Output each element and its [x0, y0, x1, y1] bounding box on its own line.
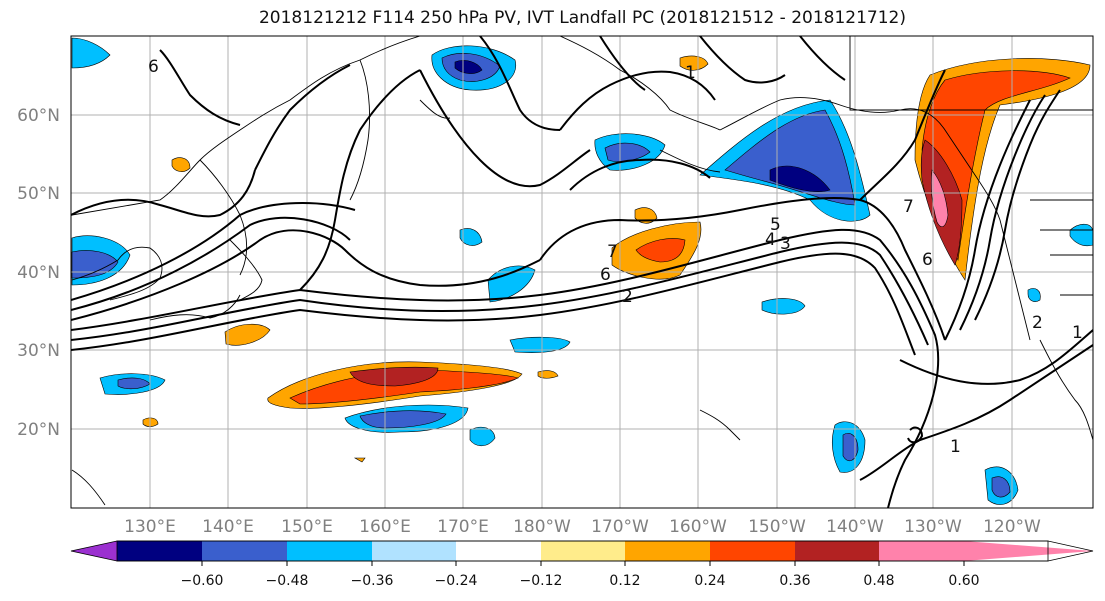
pv-contours [71, 36, 1093, 508]
lat-label: 20°N [17, 420, 60, 440]
map-border [70, 35, 1094, 509]
colorbar-tick-label: 0.36 [779, 573, 810, 589]
colorbar-segment [541, 541, 625, 561]
colorbar-segment [625, 541, 710, 561]
colorbar-segment [202, 541, 287, 561]
lon-label: 160°E [359, 517, 411, 537]
contour-label: 3 [780, 234, 791, 254]
longitude-labels: 130°E 140°E 150°E 160°E 170°E 180°W 170°… [124, 517, 1041, 537]
lon-label: 170°W [591, 517, 649, 537]
contour-label: 7 [607, 242, 618, 262]
lon-label: 160°W [669, 517, 727, 537]
colorbar-segment [795, 541, 879, 561]
contour-label: 6 [600, 265, 611, 285]
colorbar-tick-label: −0.48 [266, 573, 309, 589]
lon-label: 130°E [124, 517, 176, 537]
lon-label: 170°E [437, 517, 489, 537]
lon-label: 120°W [983, 517, 1041, 537]
colorbar-segment [964, 541, 1093, 561]
colorbar-tick-label: −0.36 [351, 573, 394, 589]
colorbar-segment [372, 541, 456, 561]
colorbar-tick-label: 0.24 [694, 573, 725, 589]
contour-label: 5 [770, 215, 781, 235]
contour-label: 6 [922, 250, 933, 270]
lat-label: 30°N [17, 341, 60, 361]
colorbar-tick-label: 0.12 [609, 573, 640, 589]
lon-label: 150°W [748, 517, 806, 537]
colorbar: −0.60 −0.48 −0.36 −0.24 −0.12 0.12 0.24 … [70, 540, 1094, 589]
colorbar-tick-label: −0.12 [520, 573, 563, 589]
colorbar-tick-label: −0.24 [435, 573, 478, 589]
contour-label: 2 [622, 287, 633, 307]
anomaly-shading [71, 37, 1093, 505]
lon-label: 140°E [202, 517, 254, 537]
coastlines [71, 36, 1093, 506]
map-title: 2018121212 F114 250 hPa PV, IVT Landfall… [258, 8, 906, 28]
contour-label: 1 [1072, 323, 1083, 343]
lon-label: 150°E [281, 517, 333, 537]
colorbar-segment [117, 541, 202, 561]
colorbar-segment [456, 541, 541, 561]
lon-label: 180°W [513, 517, 571, 537]
colorbar-segment [710, 541, 795, 561]
contour-label: 1 [950, 437, 961, 457]
contour-labels: 6 1 7 5 4 3 6 2 7 6 1 2 1 [148, 57, 1083, 457]
lat-label: 40°N [17, 263, 60, 283]
contour-label: 4 [765, 230, 776, 250]
colorbar-segment [71, 541, 117, 561]
colorbar-segment [287, 541, 372, 561]
colorbar-tick-label: 0.48 [863, 573, 894, 589]
colorbar-tick-label: 0.60 [948, 573, 979, 589]
lon-label: 140°W [826, 517, 884, 537]
contour-label: 7 [903, 197, 914, 217]
contour-label: 2 [1032, 313, 1043, 333]
contour-label: 1 [685, 63, 696, 83]
contour-label: 6 [148, 57, 159, 77]
latitude-labels: 60°N 50°N 40°N 30°N 20°N [17, 106, 60, 440]
lat-label: 50°N [17, 184, 60, 204]
lat-label: 60°N [17, 106, 60, 126]
colorbar-segment [879, 541, 964, 561]
lon-label: 130°W [904, 517, 962, 537]
colorbar-tick-label: −0.60 [181, 573, 224, 589]
